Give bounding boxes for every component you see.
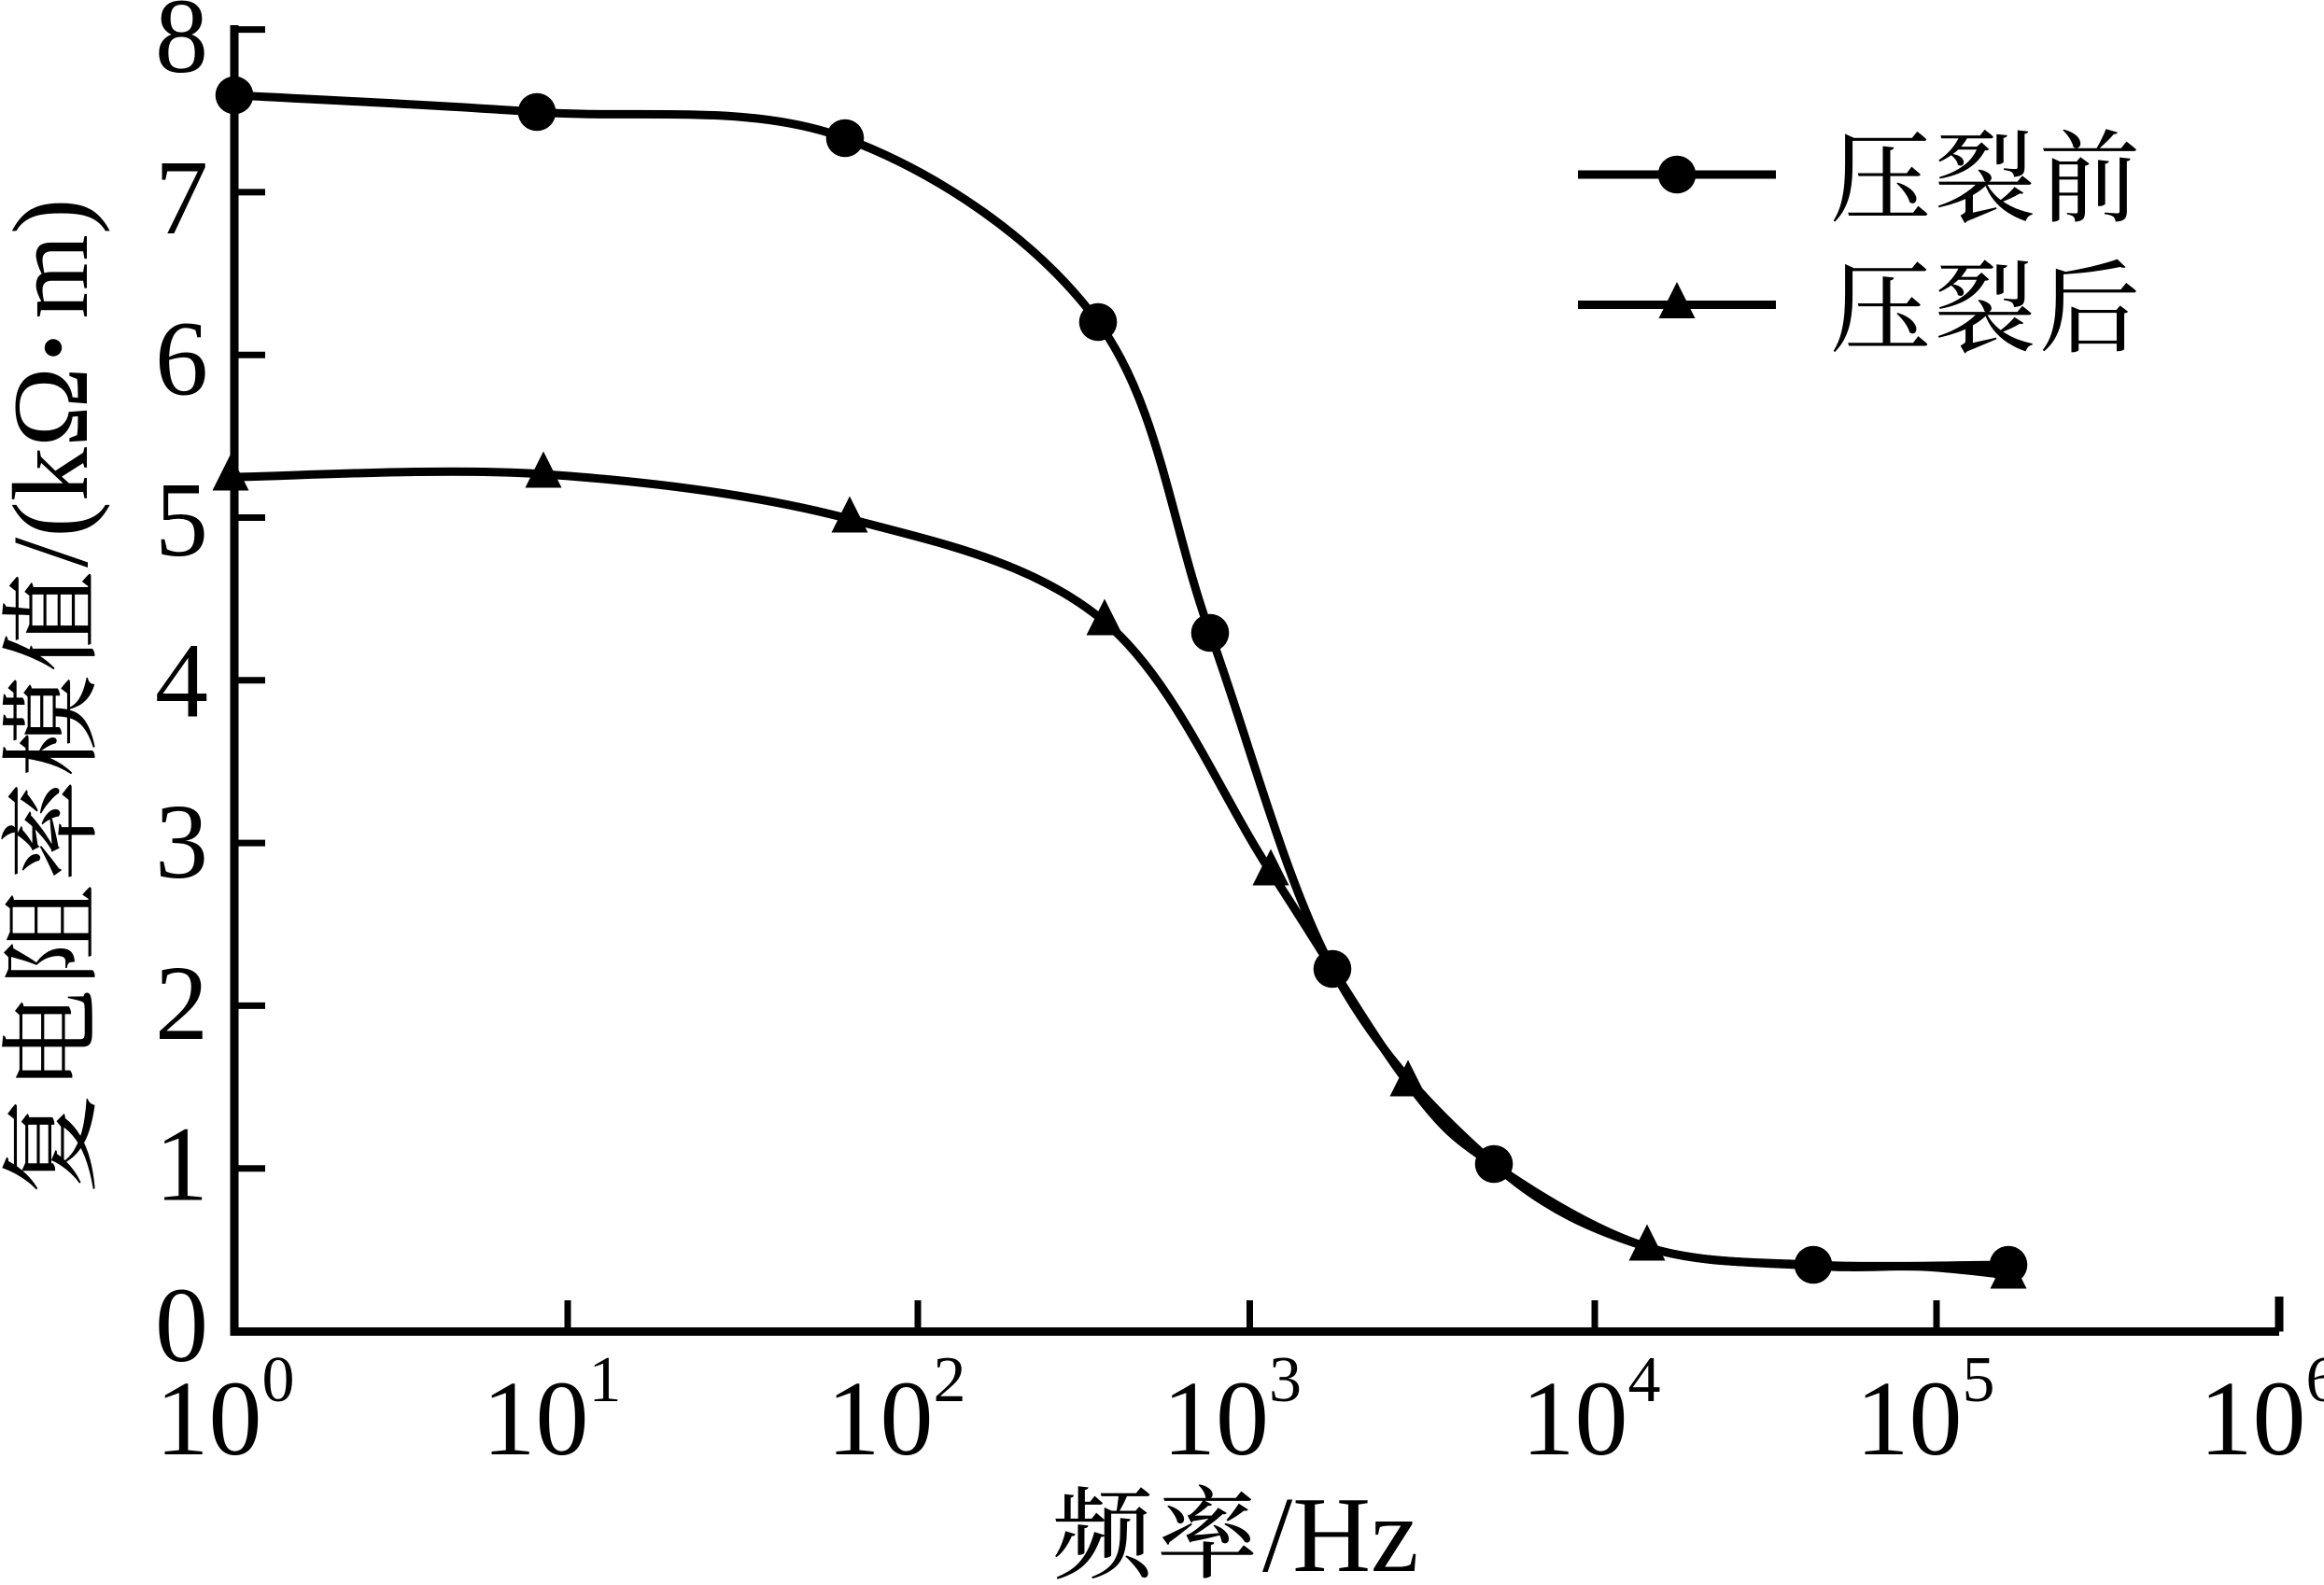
svg-text:3: 3 <box>155 782 208 901</box>
svg-text:106: 106 <box>2200 1344 2324 1478</box>
svg-text:7: 7 <box>155 138 208 257</box>
svg-text:4: 4 <box>155 622 208 740</box>
svg-text:1: 1 <box>155 1104 208 1223</box>
svg-text:5: 5 <box>155 460 208 579</box>
svg-text:8: 8 <box>155 0 208 95</box>
svg-text:/(kΩ: /(kΩ <box>0 367 111 568</box>
svg-text:m): m) <box>0 199 111 319</box>
svg-text:6: 6 <box>155 299 208 417</box>
svg-text:2: 2 <box>155 944 208 1062</box>
svg-text:/Hz: /Hz <box>1262 1476 1419 1580</box>
